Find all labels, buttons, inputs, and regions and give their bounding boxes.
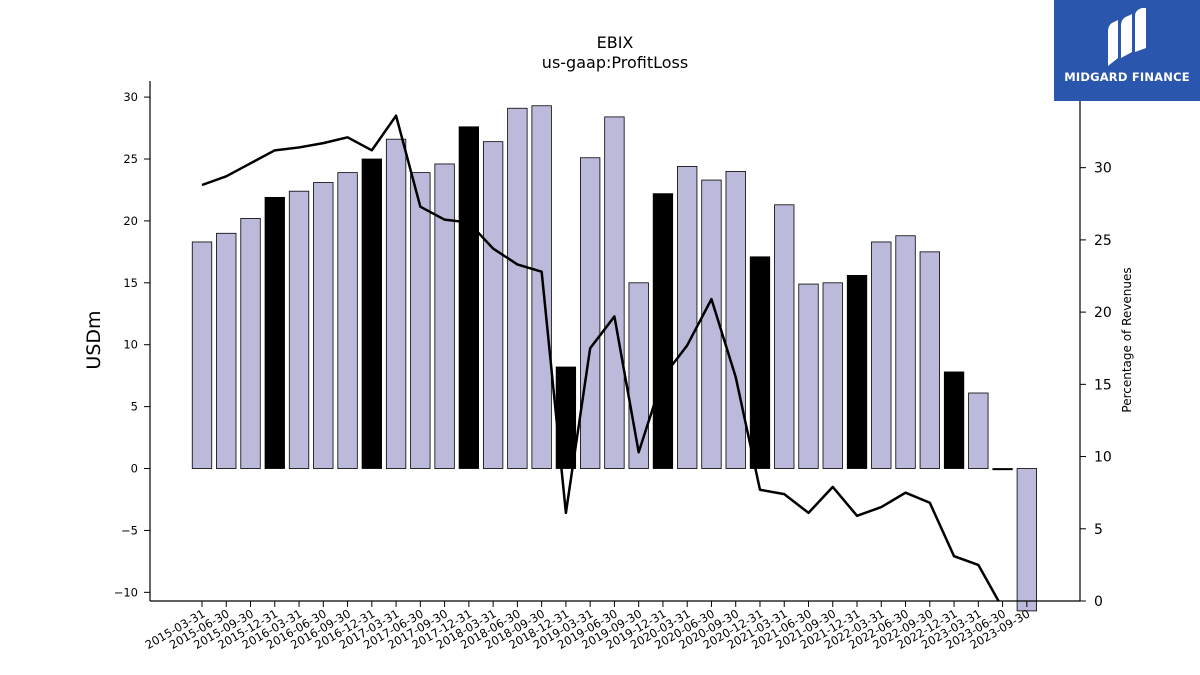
bar-2018-09-30 xyxy=(531,105,552,469)
bar-2021-09-30 xyxy=(822,282,843,469)
bar-2020-09-30 xyxy=(725,170,746,469)
percentage-line xyxy=(201,114,1000,601)
y-tick-label: 10 xyxy=(123,338,138,352)
y-tick-label: −10 xyxy=(114,585,138,599)
bar-2021-12-31 xyxy=(846,274,868,469)
bar-2023-06-30 xyxy=(992,468,1013,471)
y2-tick-label: 0 xyxy=(1094,594,1103,610)
bar-2019-03-31 xyxy=(580,157,601,469)
bar-2022-09-30 xyxy=(919,251,940,469)
bar-2015-03-31 xyxy=(191,241,213,469)
bar-2019-06-30 xyxy=(604,116,625,469)
bar-2020-06-30 xyxy=(701,179,722,469)
bar-2021-03-31 xyxy=(774,204,795,469)
bar-2016-09-30 xyxy=(337,172,358,469)
bar-2020-12-31 xyxy=(749,256,771,469)
bar-2022-06-30 xyxy=(895,235,916,469)
chart-subtitle: us-gaap:ProfitLoss xyxy=(542,53,688,72)
bar-2015-12-31 xyxy=(264,196,285,469)
y-tick-label: 25 xyxy=(123,152,138,166)
y-tick-label: 30 xyxy=(123,90,138,104)
bar-2019-12-31 xyxy=(652,193,674,469)
y-tick-label: −5 xyxy=(121,523,138,537)
brand-logo: MIDGARD FINANCE xyxy=(1054,0,1200,101)
bar-2016-12-31 xyxy=(361,158,382,469)
y-tick-label: 20 xyxy=(123,214,138,228)
y2-axis-label: Percentage of Revenues xyxy=(1120,267,1134,412)
y2-tick-label: 10 xyxy=(1094,450,1112,466)
bar-2017-03-31 xyxy=(385,138,407,469)
y-axis-label: USDm xyxy=(83,310,105,369)
bar-2022-12-31 xyxy=(943,371,965,469)
bar-2023-03-31 xyxy=(968,392,989,469)
bar-2022-03-31 xyxy=(871,241,892,469)
bar-2017-12-31 xyxy=(458,126,480,469)
y-tick-label: 15 xyxy=(123,276,138,290)
bar-2016-03-31 xyxy=(288,190,310,469)
bar-2019-09-30 xyxy=(628,282,649,469)
chart-title: EBIX xyxy=(597,33,634,52)
y2-tick-label: 5 xyxy=(1094,522,1103,538)
y2-tick-label: 15 xyxy=(1094,377,1112,393)
y-tick-label: 0 xyxy=(131,462,138,476)
bar-2018-06-30 xyxy=(507,107,528,469)
bar-2015-09-30 xyxy=(240,218,261,469)
brand-name: MIDGARD FINANCE xyxy=(1064,70,1190,84)
y2-tick-label: 20 xyxy=(1094,305,1112,321)
bar-2023-09-30 xyxy=(1016,468,1037,612)
bar-2018-03-31 xyxy=(482,141,504,469)
y-tick-label: 5 xyxy=(131,400,138,414)
bar-2020-03-31 xyxy=(677,166,698,469)
bar-2017-06-30 xyxy=(410,172,431,469)
bar-2015-06-30 xyxy=(216,232,237,469)
y2-tick-label: 25 xyxy=(1094,233,1112,249)
bar-2017-09-30 xyxy=(434,163,455,469)
bar-2016-06-30 xyxy=(313,182,334,469)
y2-tick-label: 30 xyxy=(1094,161,1112,177)
bar-2021-06-30 xyxy=(798,283,819,469)
midgard-logo-icon xyxy=(1108,8,1146,66)
